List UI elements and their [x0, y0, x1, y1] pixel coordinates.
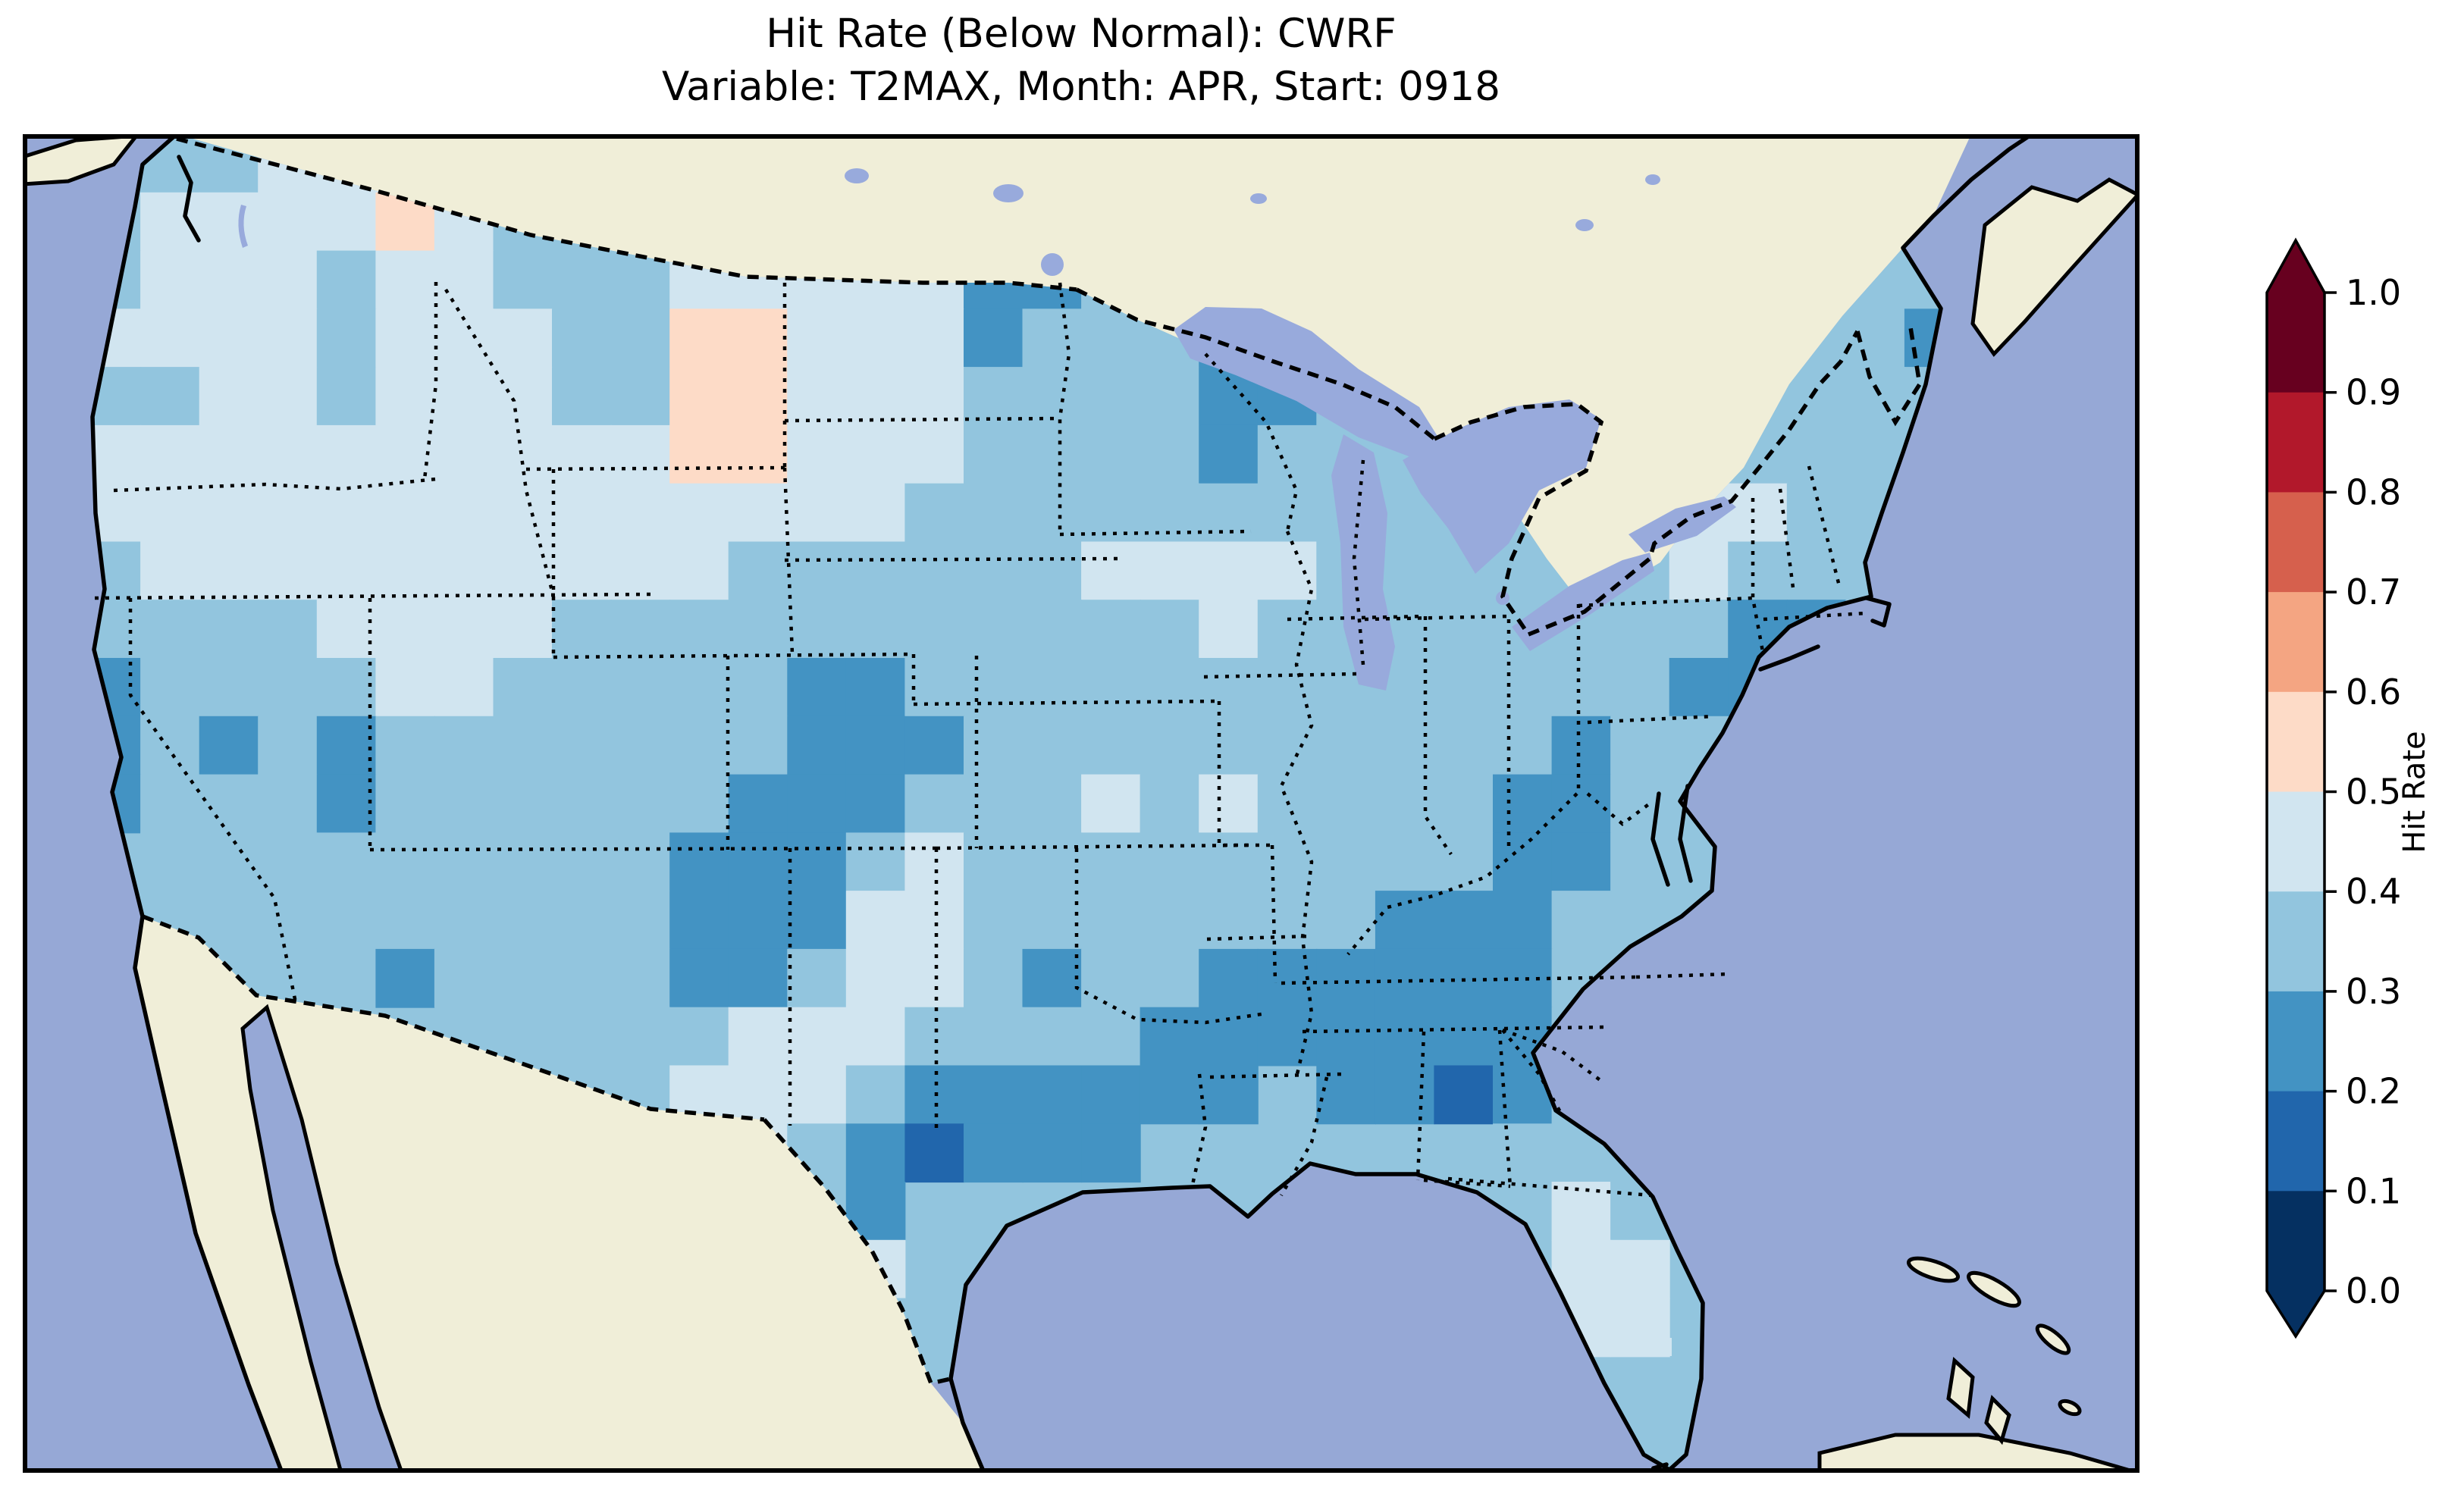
colorbar-tick-label: 0.8 — [2346, 471, 2401, 512]
cape-cod — [1864, 596, 1892, 628]
canada-lake — [845, 168, 869, 183]
colorbar-tick-label: 0.1 — [2346, 1170, 2401, 1211]
chesapeake-bay — [1651, 784, 1693, 887]
long-island — [1758, 644, 1820, 672]
colorbar-extend-min-arrow — [2267, 1291, 2324, 1336]
title-line-1: Hit Rate (Below Normal): CWRF — [766, 11, 1397, 57]
bahamas-island — [1906, 1256, 1961, 1283]
colorbar-axis-label: Hit Rate — [2397, 731, 2432, 853]
colorbar: 1.0 0.9 0.8 0.7 0.6 0.5 0.4 0.3 0.2 0.1 0.0 Hit Ra… — [2265, 237, 2432, 1339]
colorbar-ticks — [2324, 291, 2337, 1292]
colorbar-tick-label: 0.0 — [2346, 1270, 2401, 1311]
international-borders — [142, 136, 1922, 1386]
gulf-atlantic-coastline — [948, 134, 2034, 1473]
map-plot — [23, 134, 2140, 1473]
canada-river — [238, 205, 248, 248]
cuba — [1817, 1433, 2139, 1473]
canada-lake — [1250, 193, 1267, 204]
colorbar-tick-label: 0.2 — [2346, 1071, 2401, 1112]
canada-lake — [1645, 174, 1660, 185]
bahamas-island — [1984, 1395, 2011, 1445]
colorbar-tick-label: 0.4 — [2346, 871, 2401, 912]
vancouver-island — [23, 134, 140, 186]
colorbar-blocks — [2267, 293, 2324, 1292]
lake-superior — [1174, 307, 1442, 459]
rio-grande-border — [762, 1118, 951, 1386]
offshore-grid-cells — [1597, 1338, 1672, 1356]
canada-lake — [1575, 219, 1594, 231]
title-line-2: Variable: T2MAX, Month: APR, Start: 0918 — [662, 63, 1500, 110]
lake-st-clair — [1496, 591, 1509, 605]
lake-michigan — [1331, 434, 1395, 691]
andros-island — [1946, 1357, 1975, 1419]
colorbar-tick-labels: 1.0 0.9 0.8 0.7 0.6 0.5 0.4 0.3 0.2 0.1 0.0 — [2346, 272, 2401, 1311]
colorbar-tick-label: 1.0 — [2346, 272, 2401, 313]
colorbar-tick-label: 0.5 — [2346, 772, 2401, 813]
bahamas-cay — [2058, 1398, 2082, 1417]
offshore-landmasses — [23, 134, 2140, 1473]
colorbar-tick-label: 0.9 — [2346, 372, 2401, 413]
us-mexico-border — [142, 914, 765, 1122]
nova-scotia — [1970, 177, 2140, 357]
colorbar-extend-max-arrow — [2267, 240, 2324, 293]
lake-of-the-woods — [1041, 253, 1064, 276]
canada-lake — [993, 184, 1024, 202]
colorbar-tick-label: 0.6 — [2346, 672, 2401, 713]
canada-landmass — [23, 134, 1971, 608]
us-canada-border-lakes — [1075, 287, 1922, 637]
bahamas-island — [2035, 1323, 2071, 1355]
gulf-of-california — [240, 1004, 404, 1473]
map-frame — [23, 134, 2140, 1473]
bahamas-island — [1967, 1270, 2021, 1308]
colorbar-tick-label: 0.3 — [2346, 971, 2401, 1012]
lake-huron — [1403, 399, 1601, 574]
colorbar-tick-label: 0.7 — [2346, 572, 2401, 612]
state-borders — [94, 282, 1866, 1198]
puget-sound — [177, 155, 201, 243]
figure-title: Hit Rate (Below Normal): CWRF Variable: … — [23, 8, 2140, 114]
pacific-coastline — [90, 134, 284, 1473]
